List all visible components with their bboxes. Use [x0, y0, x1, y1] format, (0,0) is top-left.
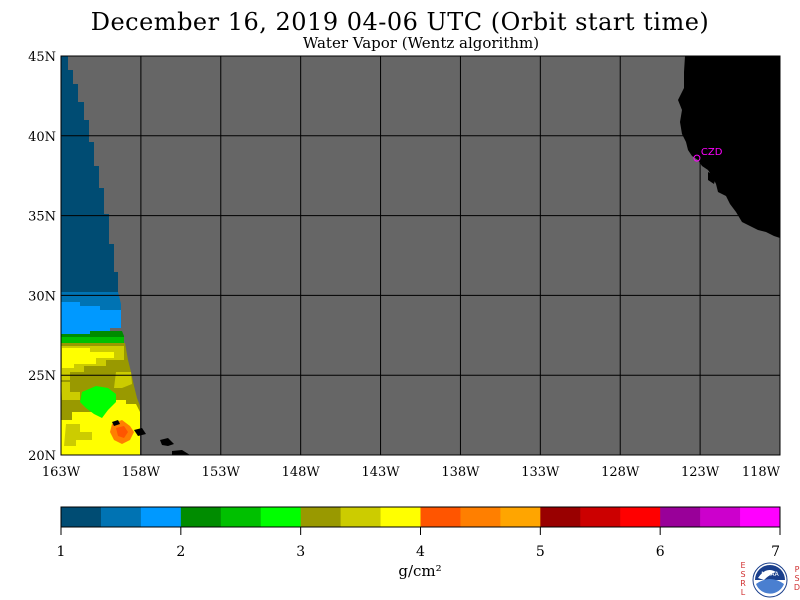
map-subtitle: Water Vapor (Wentz algorithm): [302, 34, 540, 52]
colorbar-swatch: [220, 507, 262, 527]
colorbar-swatch: [180, 507, 222, 527]
swath-band-2.33-2.67: [61, 337, 124, 343]
longitude-label: 118W: [742, 465, 781, 480]
swath-band-3.67-4b: [61, 382, 80, 400]
colorbar-tick-label: 3: [296, 544, 305, 560]
coastline-north-america: [678, 56, 780, 238]
logo-psd-letters: PSD: [794, 565, 800, 592]
station-marker: CZD: [693, 147, 723, 162]
colorbar-units: g/cm²: [398, 562, 441, 580]
map-no-data-area: [61, 56, 780, 455]
swath-band-3.67-4: [62, 348, 114, 368]
island-kauai: [112, 420, 120, 426]
latitude-label: 20N: [28, 449, 56, 464]
colorbar-swatch: [540, 507, 581, 527]
colorbar-tick-label: 1: [57, 544, 66, 560]
longitude-label: 158W: [122, 465, 161, 480]
latitude-tick-labels: 20N 25N 30N 35N 40N 45N: [28, 50, 56, 464]
longitude-label: 123W: [681, 465, 720, 480]
colorbar-swatch: [620, 507, 661, 527]
logo-letter: R: [740, 579, 746, 588]
logo-letter: L: [741, 588, 746, 597]
colorbar: [60, 506, 781, 535]
map-frame: [60, 55, 781, 456]
colorbar-swatch: [340, 507, 382, 527]
colorbar-tick-label: 4: [416, 544, 425, 560]
colorbar-tick-label: 7: [771, 544, 780, 560]
bay-area-land: [708, 172, 716, 184]
station-czd-label: CZD: [701, 147, 723, 158]
land-hawaii: [112, 420, 190, 455]
latitude-label: 25N: [28, 369, 56, 384]
colorbar-swatch: [380, 507, 421, 527]
island-hawaii: [172, 450, 190, 455]
longitude-label: 148W: [282, 465, 321, 480]
swath-band-1.67-2: [61, 302, 121, 334]
colorbar-swatch: [420, 507, 461, 527]
colorbar-swatch: [740, 507, 781, 527]
colorbar-tick-label: 2: [176, 544, 185, 560]
swath-band-1-1.33: [61, 56, 118, 292]
island-molokai-maui: [160, 438, 174, 446]
latitude-label: 40N: [28, 130, 56, 145]
noaa-logo-bird: [758, 570, 776, 580]
longitude-label: 153W: [202, 465, 241, 480]
longitude-label: 128W: [601, 465, 640, 480]
colorbar-swatch: [61, 507, 102, 527]
land-north-america: [678, 56, 780, 238]
longitude-label: 133W: [521, 465, 560, 480]
colorbar-swatch: [580, 507, 621, 527]
island-oahu: [134, 428, 146, 436]
swath-moisture-pocket-green: [80, 386, 116, 418]
map-layers: CZD: [61, 56, 780, 455]
logo-letter: S: [740, 570, 745, 579]
colorbar-swatch: [700, 507, 741, 527]
colorbar-tick-label: 6: [656, 544, 665, 560]
longitude-label: 138W: [441, 465, 480, 480]
longitude-tick-labels: 163W 158W 153W 148W 143W 138W 133W 128W 123W 118W: [42, 465, 781, 480]
colorbar-swatch: [300, 507, 342, 527]
colorbar-swatch: [260, 507, 302, 527]
swath-moisture-pocket-red: [116, 426, 128, 438]
colorbar-swatch: [660, 507, 701, 527]
map-title: December 16, 2019 04-06 UTC (Orbit start…: [90, 8, 710, 36]
noaa-logo-sea: [756, 579, 784, 594]
logo-letter: S: [794, 574, 799, 583]
colorbar-swatch: [140, 507, 182, 527]
colorbar-swatch: [100, 507, 142, 527]
noaa-logo-text: NOAA: [761, 571, 779, 578]
satellite-swath: [61, 56, 140, 455]
swath-band-3.67-4c: [114, 372, 132, 388]
latitude-label: 35N: [28, 210, 56, 225]
logo-letter: D: [794, 583, 800, 592]
colorbar-tick-labels: 1 2 3 4 5 6 7: [57, 544, 780, 560]
colorbar-swatch: [500, 507, 541, 527]
station-czd-icon: [693, 154, 701, 162]
longitude-label: 143W: [361, 465, 400, 480]
swath-band-3.33-3.67b: [64, 424, 92, 446]
longitude-label: 163W: [42, 465, 81, 480]
latitude-label: 45N: [28, 50, 56, 65]
logo-letter: P: [795, 565, 800, 574]
logo-letter: E: [740, 561, 745, 570]
lat-lon-grid: [61, 56, 780, 455]
latitude-label: 30N: [28, 289, 56, 304]
colorbar-tick-label: 5: [536, 544, 545, 560]
colorbar-swatch: [460, 507, 501, 527]
